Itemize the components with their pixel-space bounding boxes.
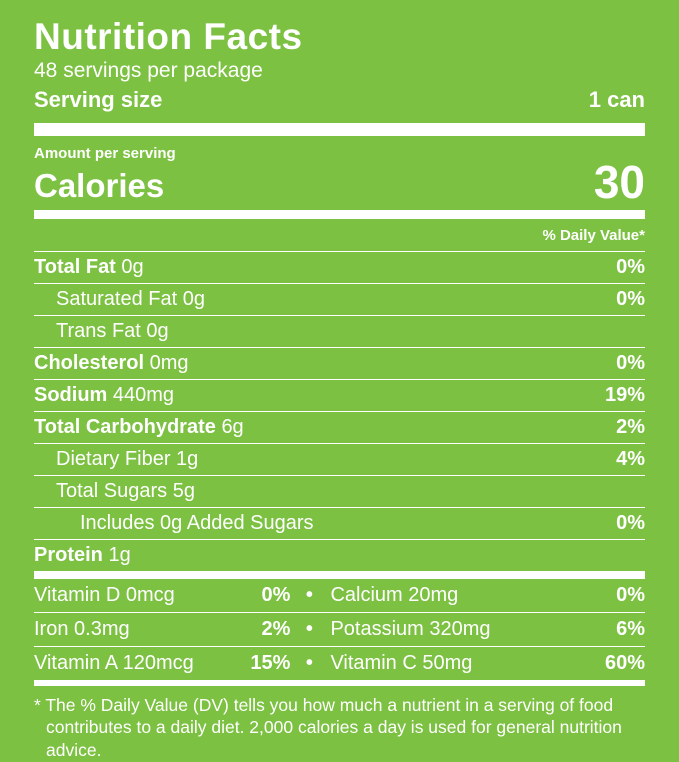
nutrient-dv: 2% [616, 415, 645, 438]
nutrient-amount: 0g [146, 319, 169, 342]
nutrient-amount: 0g [182, 287, 205, 310]
nutrient-text: Dietary Fiber 1g [56, 448, 198, 470]
row-total-carbohydrate: Total Carbohydrate 6g 2% [34, 410, 645, 443]
nutrient-name: Total Fat [34, 255, 116, 278]
nutrient-text: Cholesterol 0mg [34, 352, 189, 374]
nutrient-text: Total Fat 0g [34, 256, 144, 278]
row-dietary-fiber: Dietary Fiber 1g 4% [34, 442, 645, 475]
nutrient-text: Protein 1g [34, 544, 131, 566]
micronutrients-section: Vitamin D 0mcg 0% • Calcium 20mg 0% Iron… [34, 579, 645, 680]
daily-value-footnote: * The % Daily Value (DV) tells you how m… [34, 694, 622, 761]
nutrient-dv: 0% [616, 255, 645, 278]
nutrient-text: Saturated Fat 0g [56, 288, 205, 310]
amount-per-serving-label: Amount per serving [34, 145, 176, 163]
micro-right-name: Calcium 20mg [330, 583, 459, 606]
divider-thick-top [34, 123, 645, 137]
bullet-separator-icon: • [305, 651, 313, 674]
micro-right-name: Vitamin C 50mg [330, 651, 473, 674]
micro-row-iron-potassium: Iron 0.3mg 2% • Potassium 320mg 6% [34, 611, 645, 646]
bullet-separator-icon: • [305, 583, 313, 606]
row-protein: Protein 1g [34, 538, 645, 571]
nutrient-name: Dietary Fiber [56, 447, 171, 470]
nutrient-name: Total Sugars [56, 479, 168, 502]
nutrient-text: Total Carbohydrate 6g [34, 416, 244, 438]
nutrient-amount: 6g [221, 415, 244, 438]
nutrient-amount: 440mg [112, 383, 175, 406]
row-cholesterol: Cholesterol 0mg 0% [34, 346, 645, 379]
micro-row-vitamin-a-vitamin-c: Vitamin A 120mcg 15% • Vitamin C 50mg 60… [34, 645, 645, 680]
nutrient-amount: 1g [176, 447, 199, 470]
calories-value: 30 [593, 156, 645, 209]
nutrient-name: Includes 0g Added Sugars [80, 511, 314, 534]
servings-per-package: 48 servings per package [34, 59, 263, 82]
row-saturated-fat: Saturated Fat 0g 0% [34, 282, 645, 315]
row-sodium: Sodium 440mg 19% [34, 378, 645, 411]
serving-size-row: Serving size 1 can [34, 87, 645, 113]
row-total-sugars: Total Sugars 5g [34, 474, 645, 507]
row-total-fat: Total Fat 0g 0% [34, 250, 645, 283]
nutrient-dv: 4% [616, 447, 645, 470]
nutrient-name: Trans Fat [56, 319, 141, 342]
calories-label: Calories [34, 166, 165, 204]
row-trans-fat: Trans Fat 0g [34, 314, 645, 347]
daily-value-header: % Daily Value* [542, 226, 645, 244]
micro-left-dv: 15% [250, 651, 291, 674]
micro-left-dv: 2% [261, 617, 291, 640]
micro-right-dv: 0% [616, 583, 645, 606]
micro-left-name: Vitamin D 0mcg [34, 583, 175, 606]
nutrient-name: Saturated Fat [56, 287, 178, 310]
bullet-separator-icon: • [305, 617, 313, 640]
nutrient-dv: 0% [616, 511, 645, 534]
nutrient-text: Trans Fat 0g [56, 320, 169, 342]
nutrient-amount: 5g [172, 479, 195, 502]
nutrient-name: Total Carbohydrate [34, 415, 216, 438]
nutrient-amount: 1g [108, 543, 131, 566]
nutrient-amount: 0mg [149, 351, 189, 374]
nutrient-text: Total Sugars 5g [56, 480, 195, 502]
micro-left-name: Iron 0.3mg [34, 617, 130, 640]
micro-left-dv: 0% [261, 583, 291, 606]
label-title: Nutrition Facts [34, 16, 303, 57]
serving-size-label: Serving size [34, 87, 163, 113]
nutrient-text: Sodium 440mg [34, 384, 174, 406]
micro-right-name: Potassium 320mg [330, 617, 491, 640]
micro-row-vitamin-d-calcium: Vitamin D 0mcg 0% • Calcium 20mg 0% [34, 579, 645, 612]
row-added-sugars: Includes 0g Added Sugars 0% [34, 506, 645, 539]
micro-right-dv: 6% [616, 617, 645, 640]
nutrient-rows: Total Fat 0g 0% Saturated Fat 0g 0% Tran… [34, 250, 645, 571]
nutrient-text: Includes 0g Added Sugars [80, 512, 314, 534]
micro-left-name: Vitamin A 120mcg [34, 651, 194, 674]
divider-thick-calories [34, 209, 645, 219]
nutrient-name: Protein [34, 543, 103, 566]
serving-size-value: 1 can [588, 87, 645, 113]
divider-thick-protein [34, 570, 645, 579]
nutrient-dv: 0% [616, 351, 645, 374]
nutrient-dv: 0% [616, 287, 645, 310]
nutrient-amount: 0g [121, 255, 144, 278]
nutrient-name: Cholesterol [34, 351, 145, 374]
micro-right-dv: 60% [604, 651, 645, 674]
nutrient-name: Sodium [34, 383, 108, 406]
nutrient-dv: 19% [604, 383, 645, 406]
calories-row: Calories 30 [34, 156, 645, 209]
